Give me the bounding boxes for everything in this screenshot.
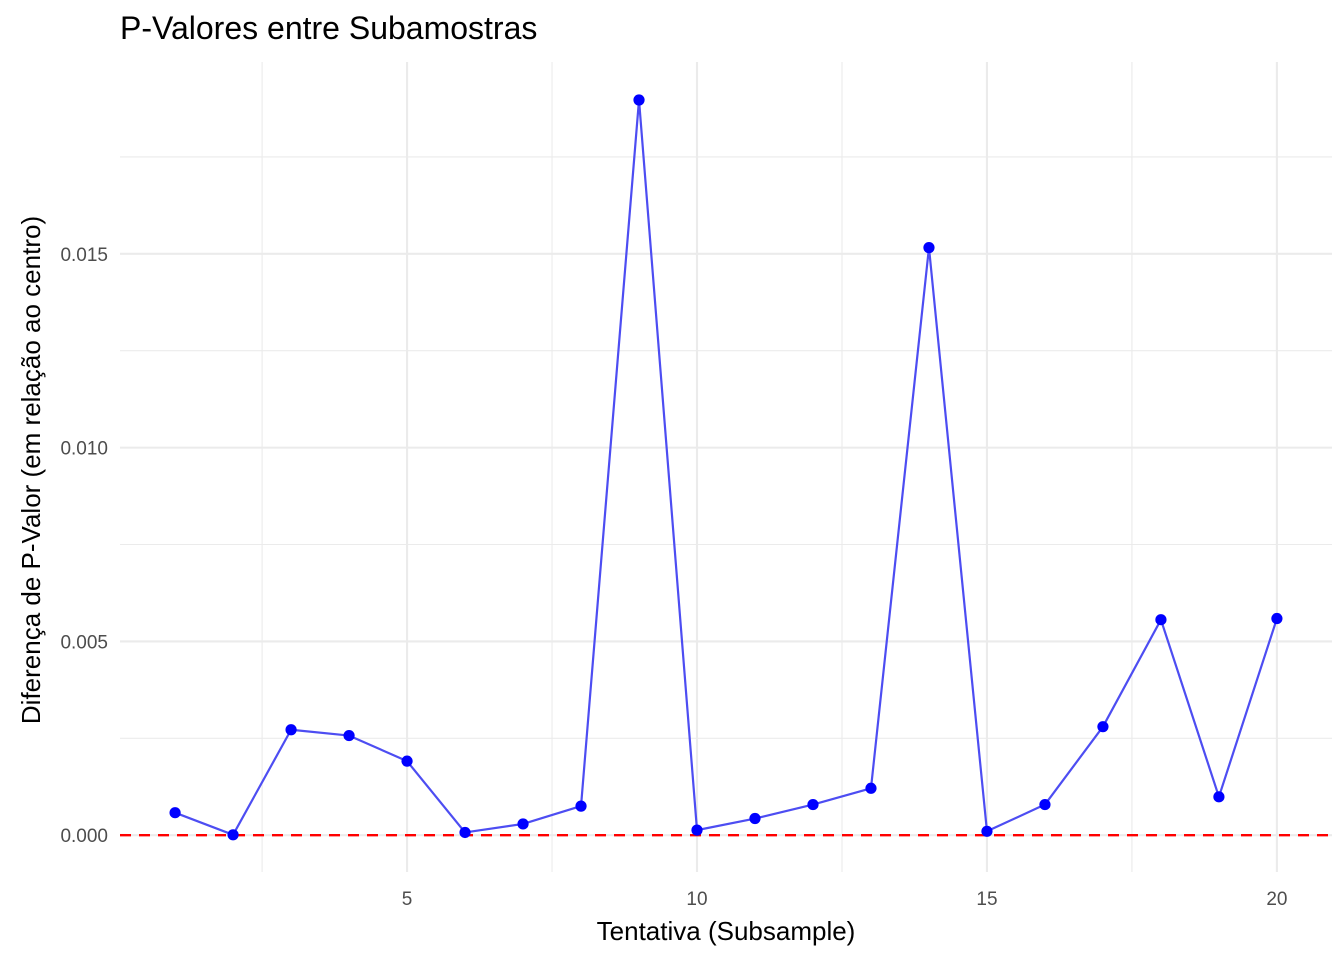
data-point [865,782,877,794]
x-tick-label: 20 [1266,889,1287,910]
data-point [169,807,181,819]
y-tick-label: 0.010 [60,439,108,460]
y-axis-ticks: 0.000 0.005 0.010 0.015 [60,245,108,847]
data-point [1039,798,1051,811]
x-tick-label: 10 [686,889,707,910]
x-tick-label: 15 [976,889,997,910]
data-point [1097,721,1109,733]
data-point [633,94,645,106]
data-point [401,755,413,767]
y-tick-label: 0.005 [60,632,108,653]
series-group [169,94,1283,841]
y-axis-title: Diferença de P-Valor (em relação ao cent… [16,216,46,724]
y-tick-label: 0.015 [60,245,108,266]
grid [120,62,1332,872]
data-point [459,826,471,839]
data-point [1213,791,1225,803]
data-point [923,242,935,254]
data-point [807,798,819,811]
chart-title: P-Valores entre Subamostras [120,10,537,46]
x-axis-title: Tentativa (Subsample) [597,916,856,946]
data-point [691,824,703,836]
data-point [343,729,355,742]
data-point [227,829,239,841]
data-point [517,818,529,830]
data-point [575,800,587,812]
data-point [1155,614,1167,626]
data-point [285,724,297,736]
data-point [981,825,993,837]
data-point [749,812,761,825]
data-point [1271,612,1283,625]
x-axis-ticks: 5 10 15 20 [402,889,1288,910]
y-tick-label: 0.000 [60,826,108,847]
series-line [174,98,1278,836]
x-tick-label: 5 [402,889,413,910]
